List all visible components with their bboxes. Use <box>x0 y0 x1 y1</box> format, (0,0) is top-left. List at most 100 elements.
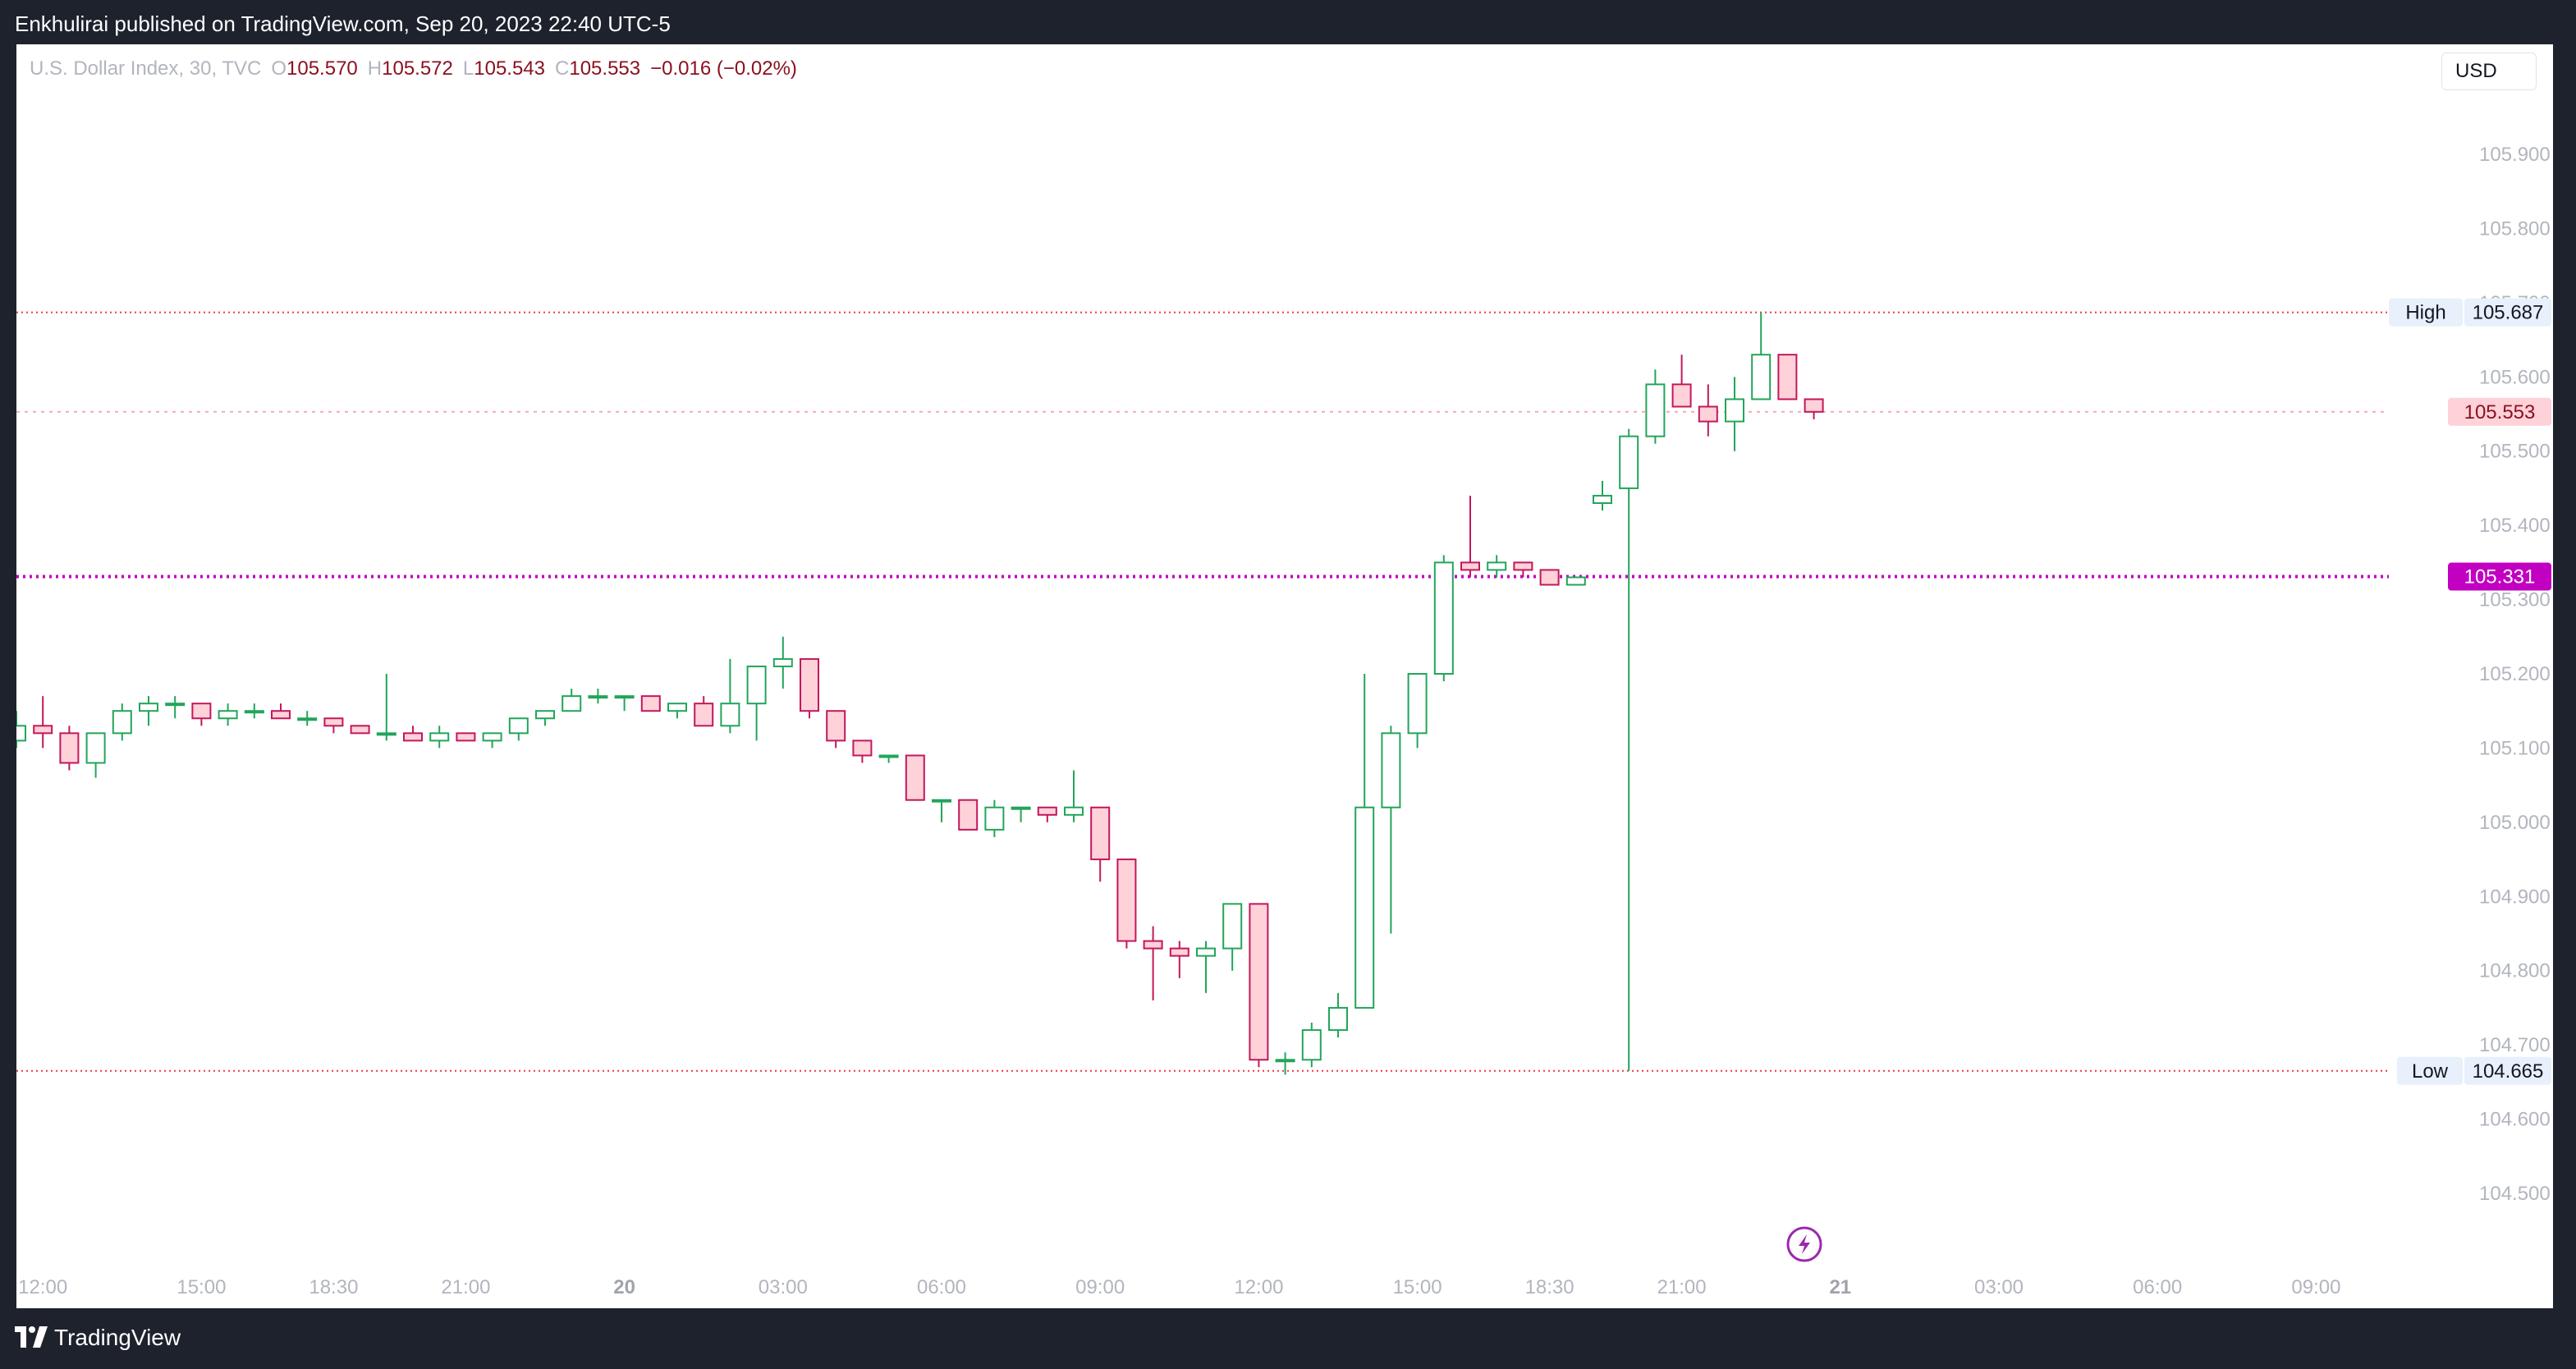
candle-body[interactable] <box>297 717 318 721</box>
candle-body[interactable] <box>561 695 582 712</box>
candle-body[interactable] <box>1381 732 1401 808</box>
candle-body[interactable] <box>772 657 793 667</box>
candle-body[interactable] <box>1275 1059 1295 1063</box>
candle-body[interactable] <box>244 710 264 714</box>
flash-bolt-icon <box>1799 1234 1810 1254</box>
candle-body[interactable] <box>218 710 238 720</box>
price-axis-label: 105.300 <box>2479 589 2551 611</box>
high-tag-value: 105.687 <box>2473 302 2544 324</box>
candle-body[interactable] <box>932 799 951 803</box>
candle-body[interactable] <box>640 695 661 712</box>
candle-body[interactable] <box>1249 903 1269 1061</box>
last-price-tag: 105.553 <box>2464 401 2536 424</box>
candle-body[interactable] <box>1698 405 1718 423</box>
candle-body[interactable] <box>1725 398 1744 423</box>
legend-open-value: 105.570 <box>286 57 358 80</box>
candle-body[interactable] <box>33 725 53 735</box>
candle-body[interactable] <box>323 717 344 727</box>
candle-body[interactable] <box>508 717 529 735</box>
candle-body[interactable] <box>1116 858 1137 942</box>
price-axis-label: 105.400 <box>2479 515 2551 537</box>
candle-body[interactable] <box>958 799 979 831</box>
candle-body[interactable] <box>1593 494 1612 505</box>
time-axis-label: 21 <box>1829 1276 1851 1298</box>
time-axis-label: 06:00 <box>2133 1276 2182 1298</box>
candle-body[interactable] <box>1169 947 1189 957</box>
candle-body[interactable] <box>1222 903 1243 950</box>
candle-body[interactable] <box>1804 398 1824 413</box>
candlestick-chart[interactable]: 105.900105.800105.700105.600105.500105.4… <box>16 44 2553 1308</box>
candle-body[interactable] <box>456 732 476 742</box>
legend-symbol[interactable]: U.S. Dollar Index, 30, TVC <box>30 57 262 80</box>
candle-body[interactable] <box>1671 383 1692 408</box>
candle-body[interactable] <box>826 710 846 742</box>
legend-open-label: O <box>271 57 287 80</box>
candle-body[interactable] <box>85 732 106 764</box>
candle-body[interactable] <box>1090 806 1111 861</box>
candle-body[interactable] <box>878 754 899 758</box>
candle-body[interactable] <box>1196 947 1216 957</box>
tradingview-logo-icon[interactable] <box>15 1325 53 1349</box>
candle-body[interactable] <box>1777 354 1798 401</box>
currency-selector[interactable]: USD <box>2441 53 2537 90</box>
candle-body[interactable] <box>720 703 740 727</box>
time-axis-label: 21:00 <box>441 1276 490 1298</box>
candle-body[interactable] <box>165 703 186 707</box>
candle-body[interactable] <box>139 703 158 712</box>
low-tag-label-bg <box>2397 1056 2463 1085</box>
last-price-tag-bg <box>2448 397 2551 426</box>
candle-body[interactable] <box>1064 806 1084 816</box>
candle-body[interactable] <box>16 725 26 742</box>
candle-body[interactable] <box>191 703 212 720</box>
candle-body[interactable] <box>852 739 873 757</box>
chart-panel[interactable]: 105.900105.800105.700105.600105.500105.4… <box>16 44 2553 1308</box>
price-axis-label: 104.900 <box>2479 886 2551 908</box>
candle-body[interactable] <box>1011 806 1031 810</box>
tradingview-brand[interactable]: TradingView <box>54 1325 181 1350</box>
candle-body[interactable] <box>429 732 450 742</box>
low-tag-label: Low <box>2412 1060 2449 1083</box>
legend-low-value: 105.543 <box>474 57 546 80</box>
candle-body[interactable] <box>1328 1006 1348 1032</box>
candle-body[interactable] <box>1143 940 1163 950</box>
candle-body[interactable] <box>1645 383 1666 437</box>
candle-body[interactable] <box>1565 576 1586 586</box>
candle-body[interactable] <box>482 732 502 742</box>
candle-body[interactable] <box>667 703 687 712</box>
candle-body[interactable] <box>614 695 635 699</box>
candle-body[interactable] <box>350 725 370 735</box>
candle-body[interactable] <box>1354 806 1375 1009</box>
candle-body[interactable] <box>984 806 1005 831</box>
candle-body[interactable] <box>694 703 714 727</box>
candle-body[interactable] <box>1619 435 1639 489</box>
candle-body[interactable] <box>1539 569 1560 586</box>
candle-body[interactable] <box>112 710 132 735</box>
candle-body[interactable] <box>746 665 767 705</box>
candle-body[interactable] <box>535 710 555 720</box>
candle-body[interactable] <box>1751 354 1772 401</box>
candle-body[interactable] <box>403 732 423 742</box>
candle-body[interactable] <box>376 732 396 736</box>
candle-body[interactable] <box>1513 561 1533 571</box>
time-axis-label: 03:00 <box>1974 1276 2024 1298</box>
candle-body[interactable] <box>1433 561 1454 675</box>
candle-body[interactable] <box>1460 561 1480 571</box>
time-axis-label: 03:00 <box>759 1276 808 1298</box>
price-axis-label: 104.800 <box>2479 960 2551 982</box>
candle-body[interactable] <box>1037 806 1057 816</box>
candle-body[interactable] <box>588 695 608 699</box>
candle-body[interactable] <box>1407 673 1428 735</box>
candle-body[interactable] <box>1301 1029 1322 1061</box>
candle-body[interactable] <box>271 710 291 720</box>
alert-price-tag: 105.331 <box>2464 566 2536 588</box>
published-by-text: Enkhulirai published on TradingView.com,… <box>15 11 671 36</box>
bottom-bar: TradingView <box>0 1308 2576 1369</box>
candle-body[interactable] <box>59 732 80 764</box>
time-axis-label: 18:30 <box>1525 1276 1574 1298</box>
price-axis-label: 105.600 <box>2479 366 2551 388</box>
candle-body[interactable] <box>1487 561 1507 571</box>
candle-body[interactable] <box>800 657 819 712</box>
time-axis-label: 21:00 <box>1657 1276 1707 1298</box>
candle-body[interactable] <box>905 754 925 801</box>
price-axis-label: 104.700 <box>2479 1034 2551 1056</box>
